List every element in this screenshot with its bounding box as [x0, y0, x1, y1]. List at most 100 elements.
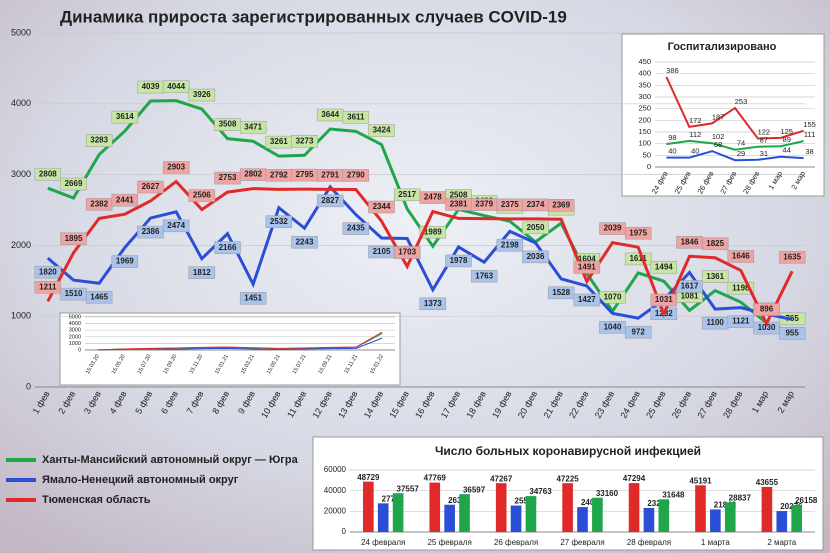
bar [525, 496, 537, 532]
y-tick-label: 350 [638, 80, 651, 89]
value-label: 2375 [501, 200, 519, 209]
value-label: 47267 [490, 474, 513, 483]
value-label: 4039 [142, 82, 160, 91]
value-label: 43655 [756, 478, 779, 487]
value-label: 89 [783, 135, 791, 144]
value-label: 1812 [193, 268, 211, 277]
chart-title: Число больных коронавирусной инфекцией [435, 444, 701, 458]
bar [710, 509, 721, 532]
y-tick-label: 40000 [324, 486, 347, 495]
value-label: 2166 [219, 243, 237, 252]
bar [429, 482, 441, 532]
value-label-box [419, 225, 447, 239]
value-label: 1031 [655, 295, 673, 304]
value-label-box [650, 260, 678, 274]
value-label: 112 [689, 130, 701, 139]
value-label: 1100 [706, 318, 724, 327]
x-tick-label: 2 марта [767, 538, 796, 547]
value-label: 38 [805, 147, 813, 156]
value-label-box [137, 180, 164, 194]
bar [658, 499, 670, 532]
value-label: 31648 [662, 490, 685, 499]
value-label-box [650, 293, 678, 307]
value-label-box [34, 281, 62, 294]
value-label: 1989 [424, 227, 442, 236]
value-label: 1617 [681, 282, 699, 291]
value-label: 155 [803, 120, 816, 129]
value-label-box [368, 124, 395, 137]
value-label: 2903 [167, 163, 185, 172]
y-tick-label: 450 [638, 57, 651, 66]
value-label: 2792 [270, 170, 288, 179]
y-tick-label: 200 [638, 115, 651, 124]
y-tick-label: 400 [638, 69, 651, 78]
value-label: 3283 [90, 136, 108, 145]
value-label-box [547, 199, 575, 212]
x-tick-label: 27 февраля [560, 538, 604, 547]
value-label-box [342, 169, 370, 182]
value-label: 3644 [321, 110, 339, 119]
value-label: 2791 [321, 171, 339, 180]
y-tick-label: 100 [638, 139, 651, 148]
value-label-box [368, 200, 395, 214]
legend-label: Ханты-Мансийский автономный округ — Югра [42, 454, 299, 466]
bar [363, 481, 374, 532]
value-label: 2374 [527, 200, 545, 209]
value-label-box [393, 246, 421, 259]
value-label: 74 [737, 139, 745, 148]
value-label-box [547, 286, 575, 300]
value-label-box [239, 121, 267, 134]
bar [444, 504, 455, 532]
bar [459, 494, 470, 532]
value-label-box [291, 235, 318, 249]
value-label-box [701, 237, 729, 251]
bar [695, 485, 706, 532]
value-label-box [85, 291, 113, 304]
value-label: 1081 [681, 292, 699, 301]
value-label: 47769 [424, 474, 447, 483]
value-label-box [496, 239, 524, 252]
value-label: 40 [691, 147, 699, 156]
value-label: 3424 [373, 126, 391, 135]
y-tick-label: 0 [78, 347, 81, 353]
value-label-box [162, 80, 190, 93]
bar [628, 483, 640, 532]
value-label-box [573, 261, 601, 274]
value-label: 1528 [552, 288, 570, 297]
value-label: 2379 [475, 200, 493, 209]
value-label: 2386 [142, 227, 160, 236]
value-label: 3611 [347, 112, 365, 121]
y-tick-label: 3000 [69, 328, 81, 334]
series-line [666, 139, 804, 151]
value-label: 2243 [296, 237, 314, 246]
value-label: 2508 [450, 191, 468, 200]
y-tick-label: 2000 [69, 334, 81, 340]
value-label: 3508 [219, 120, 237, 129]
value-label: 2381 [450, 200, 468, 209]
value-label-box [419, 297, 447, 311]
y-tick-label: 4000 [69, 321, 81, 327]
value-label: 1635 [783, 252, 801, 261]
y-tick-label: 60000 [324, 465, 347, 474]
value-label-box [522, 221, 549, 235]
value-label: 3471 [244, 122, 262, 131]
value-label: 1703 [398, 248, 416, 257]
value-label: 2105 [373, 247, 391, 256]
value-label: 87 [760, 136, 768, 145]
x-tick-label: 25 февраля [427, 538, 471, 547]
value-label: 1895 [65, 234, 83, 243]
value-label-box [470, 269, 498, 283]
value-label-box [419, 191, 447, 204]
bar [562, 483, 573, 532]
y-tick-label: 5000 [69, 314, 81, 320]
series-line [666, 150, 804, 162]
value-label: 111 [804, 130, 815, 139]
value-label: 1763 [475, 271, 493, 280]
x-tick-label: 28 февраля [627, 538, 671, 547]
value-label: 1646 [732, 252, 750, 261]
value-label: 1510 [65, 289, 83, 298]
value-label-box [778, 327, 806, 340]
value-label: 2790 [347, 171, 365, 180]
value-label: 1825 [706, 239, 724, 248]
